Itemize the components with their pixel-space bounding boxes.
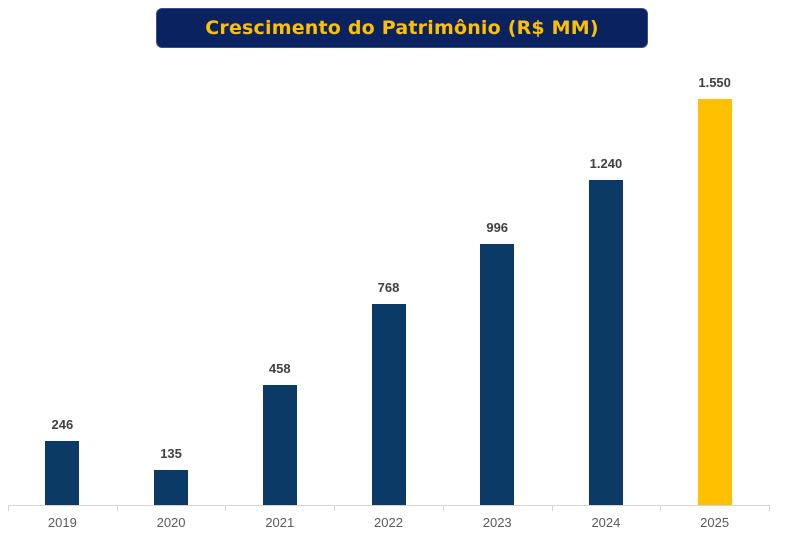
x-axis-label-2024: 2024 [591, 515, 621, 530]
x-axis-label-2020: 2020 [156, 515, 186, 530]
x-axis-tick [116, 505, 118, 511]
x-axis-line [8, 505, 769, 506]
x-axis-label-2023: 2023 [482, 515, 512, 530]
x-axis-tick [442, 505, 444, 511]
bar-2019 [45, 440, 80, 505]
x-axis-tick [8, 505, 9, 511]
data-label-2021: 458 [268, 361, 291, 377]
x-axis-label-2022: 2022 [374, 515, 403, 530]
data-label-2024: 1.240 [589, 156, 623, 172]
bar-2023 [480, 244, 515, 505]
data-label-2025: 1.550 [698, 75, 731, 90]
data-label-2023: 996 [486, 220, 509, 236]
x-axis-tick [334, 505, 336, 511]
bar-2025 [697, 99, 732, 505]
x-axis-label-2019: 2019 [47, 515, 77, 530]
bar-2024 [588, 180, 623, 505]
data-label-2022: 768 [377, 279, 400, 295]
data-label-2020: 135 [160, 445, 182, 461]
x-axis-tick [225, 505, 227, 511]
x-axis-tick [551, 505, 553, 511]
data-label-2019: 246 [51, 416, 74, 432]
x-axis-label-2025: 2025 [700, 515, 730, 530]
x-axis-label-2021: 2021 [265, 515, 295, 530]
chart-title-banner: Crescimento do Patrimônio (R$ MM) [156, 8, 648, 48]
x-axis-tick [660, 505, 662, 511]
bar-2020 [154, 469, 189, 505]
x-axis-tick [769, 505, 770, 511]
bar-2021 [262, 385, 297, 505]
bar-2022 [371, 303, 406, 505]
chart-title: Crescimento do Patrimônio (R$ MM) [205, 17, 599, 39]
